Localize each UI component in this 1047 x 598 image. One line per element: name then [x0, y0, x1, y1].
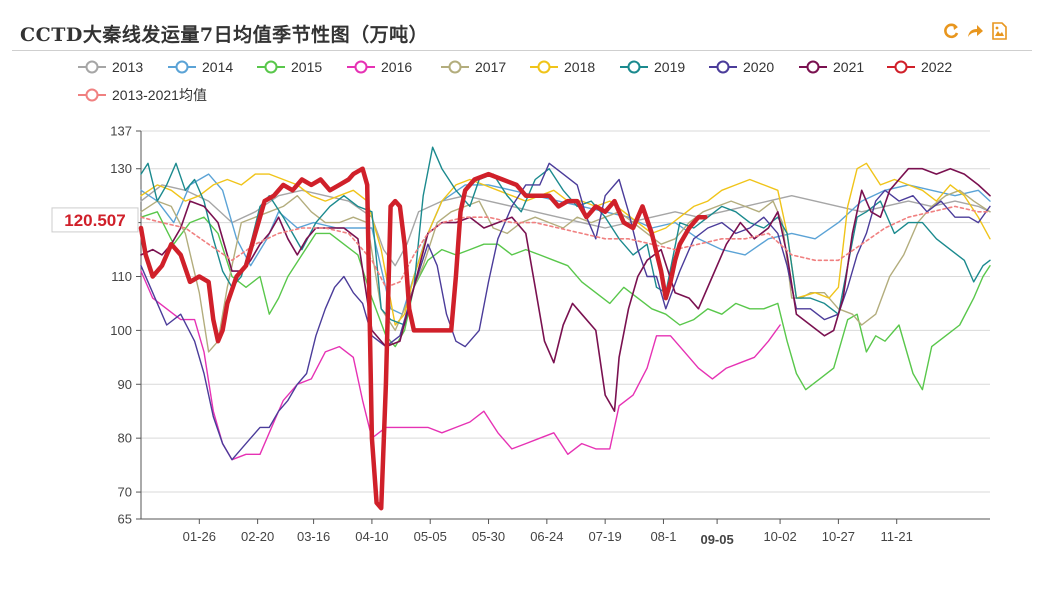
legend-label: 2018: [564, 59, 595, 75]
legend-item-2019[interactable]: 2019: [620, 59, 685, 75]
legend-marker: [175, 60, 189, 74]
series-line-2016[interactable]: [140, 270, 781, 461]
legend-item-2018[interactable]: 2018: [530, 59, 595, 75]
x-tick-label: 08-1: [650, 529, 676, 544]
legend-item-2015[interactable]: 2015: [257, 59, 322, 75]
x-tick-label: 04-10: [355, 529, 388, 544]
current-date-label: 09-05: [700, 532, 733, 547]
legend-item-2014[interactable]: 2014: [168, 59, 233, 75]
legend-marker: [354, 60, 368, 74]
chart-toolbar: [942, 22, 1008, 40]
legend-label: 2013-2021均值: [112, 87, 207, 103]
legend-marker: [537, 60, 551, 74]
value-labels: 120.507: [51, 207, 139, 233]
legend-item-2013-2021均值[interactable]: 2013-2021均值: [78, 87, 207, 103]
x-tick-label: 10-02: [763, 529, 796, 544]
legend-label: 2016: [381, 59, 412, 75]
legend-marker: [85, 88, 99, 102]
y-tick-label: 80: [118, 431, 132, 446]
y-tick-label: 90: [118, 377, 132, 392]
legend-label: 2022: [921, 59, 952, 75]
y-tick-label: 110: [111, 269, 132, 284]
x-tick-label: 06-24: [530, 529, 563, 544]
legend-item-2022[interactable]: 2022: [887, 59, 952, 75]
current-value-box: [51, 207, 139, 233]
legend-label: 2017: [475, 59, 506, 75]
x-tick-label: 10-27: [822, 529, 855, 544]
legend-item-2016[interactable]: 2016: [347, 59, 412, 75]
series-line-2017[interactable]: [140, 189, 991, 353]
x-tick-label: 01-26: [183, 529, 216, 544]
title-divider: [12, 50, 1032, 51]
image-download-icon[interactable]: [990, 22, 1008, 40]
series-line-2013[interactable]: [140, 184, 991, 267]
legend-marker: [716, 60, 730, 74]
current-value-callout: 120.507: [51, 207, 139, 233]
series-lines: [138, 146, 991, 511]
y-tick-label: 137: [110, 124, 132, 139]
refresh-icon[interactable]: [942, 22, 960, 40]
legend-marker: [264, 60, 278, 74]
legend-marker: [894, 60, 908, 74]
x-tick-label: 05-05: [414, 529, 447, 544]
legend-label: 2020: [743, 59, 774, 75]
legend-label: 2014: [202, 59, 233, 75]
legend-label: 2021: [833, 59, 864, 75]
legend-item-2020[interactable]: 2020: [709, 59, 774, 75]
legend-marker: [85, 60, 99, 74]
grid-lines: [141, 130, 990, 493]
series-line-2013-2021均值[interactable]: [140, 205, 991, 289]
legend-marker: [448, 60, 462, 74]
x-tick-label: 02-20: [241, 529, 274, 544]
series-line-2021[interactable]: [140, 167, 991, 412]
legend-label: 2013: [112, 59, 143, 75]
chart-legend: 2013 2014 2015 2016 2017 2018 2019 2020 2021 2022…: [78, 59, 952, 103]
series-line-2015[interactable]: [140, 211, 991, 391]
y-tick-label: 100: [110, 323, 132, 338]
axes: 6570809010011012013013701-2602-2003-1604…: [110, 124, 990, 547]
share-icon[interactable]: [966, 22, 984, 40]
y-tick-label: 70: [118, 485, 132, 500]
y-tick-label: 65: [118, 512, 132, 527]
y-tick-label: 130: [110, 161, 132, 176]
current-value-label: 120.507: [64, 211, 125, 230]
x-tick-label: 07-19: [589, 529, 622, 544]
legend-item-2021[interactable]: 2021: [799, 59, 864, 75]
x-tick-label: 03-16: [297, 529, 330, 544]
legend-label: 2019: [654, 59, 685, 75]
legend-label: 2015: [291, 59, 322, 75]
legend-item-2013[interactable]: 2013: [78, 59, 143, 75]
legend-marker: [806, 60, 820, 74]
legend-item-2017[interactable]: 2017: [441, 59, 506, 75]
series-line-2022[interactable]: [138, 166, 708, 511]
chart-title: CCTD大秦线发运量7日均值季节性图（万吨）: [20, 24, 429, 46]
x-tick-label: 05-30: [472, 529, 505, 544]
legend-marker: [627, 60, 641, 74]
series-line-2014[interactable]: [140, 173, 991, 315]
x-tick-label: 11-21: [881, 529, 913, 544]
